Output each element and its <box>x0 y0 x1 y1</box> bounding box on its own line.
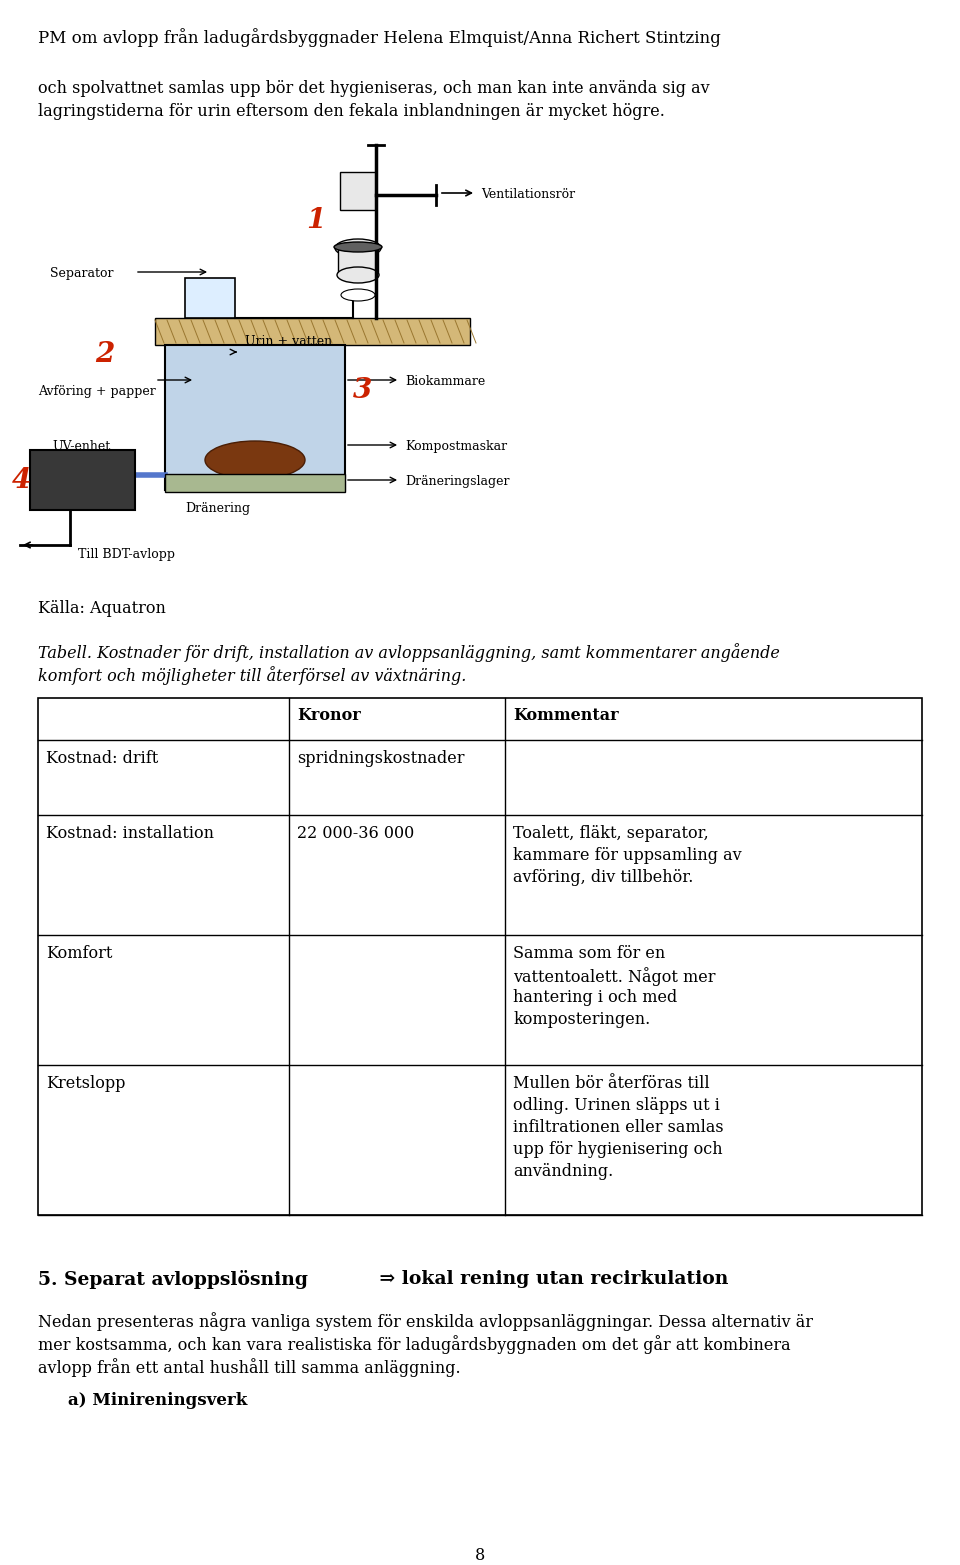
Text: lagringstiderna för urin eftersom den fekala inblandningen är mycket högre.: lagringstiderna för urin eftersom den fe… <box>38 103 665 121</box>
Text: 1: 1 <box>306 207 325 233</box>
Ellipse shape <box>205 441 305 479</box>
Text: komposteringen.: komposteringen. <box>513 1011 650 1028</box>
Text: Nedan presenteras några vanliga system för enskilda avloppsanläggningar. Dessa a: Nedan presenteras några vanliga system f… <box>38 1311 813 1330</box>
Text: användning.: användning. <box>513 1163 613 1180</box>
Text: spridningskostnader: spridningskostnader <box>297 750 465 767</box>
Text: och spolvattnet samlas upp bör det hygieniseras, och man kan inte använda sig av: och spolvattnet samlas upp bör det hygie… <box>38 80 709 97</box>
Text: kammare för uppsamling av: kammare för uppsamling av <box>513 847 742 864</box>
Bar <box>155 318 470 344</box>
Text: Kompostmaskar: Kompostmaskar <box>405 440 507 452</box>
Text: Ventilationsrör: Ventilationsrör <box>481 188 575 200</box>
Text: Biokammare: Biokammare <box>405 376 485 388</box>
Text: Toalett, fläkt, separator,: Toalett, fläkt, separator, <box>513 825 708 842</box>
Text: Tabell. Kostnader för drift, installation av avloppsanläggning, samt kommentarer: Tabell. Kostnader för drift, installatio… <box>38 643 780 662</box>
Text: 8: 8 <box>475 1546 485 1563</box>
Text: UV-enhet: UV-enhet <box>53 440 111 452</box>
Bar <box>165 474 345 491</box>
Bar <box>185 279 235 318</box>
Text: Kretslopp: Kretslopp <box>46 1075 126 1092</box>
Bar <box>38 698 922 1214</box>
Text: PM om avlopp från ladugårdsbyggnader Helena Elmquist/Anna Richert Stintzing: PM om avlopp från ladugårdsbyggnader Hel… <box>38 28 721 47</box>
Text: upp för hygienisering och: upp för hygienisering och <box>513 1141 723 1158</box>
Text: avföring, div tillbehör.: avföring, div tillbehör. <box>513 869 693 886</box>
Text: Komfort: Komfort <box>46 945 112 962</box>
Ellipse shape <box>334 243 382 252</box>
Text: Kostnad: drift: Kostnad: drift <box>46 750 158 767</box>
Text: Separator: Separator <box>50 268 113 280</box>
Bar <box>30 451 135 510</box>
Text: komfort och möjligheter till återförsel av växtnäring.: komfort och möjligheter till återförsel … <box>38 667 467 685</box>
Bar <box>338 247 378 275</box>
Text: Dräneringslager: Dräneringslager <box>405 476 510 488</box>
Text: Kommentar: Kommentar <box>513 707 618 725</box>
Text: hantering i och med: hantering i och med <box>513 989 677 1006</box>
Text: Kostnad: installation: Kostnad: installation <box>46 825 214 842</box>
Text: Dränering: Dränering <box>185 502 251 515</box>
Ellipse shape <box>337 268 379 283</box>
Bar <box>165 344 345 490</box>
Ellipse shape <box>341 290 375 300</box>
Text: a) Minireningsverk: a) Minireningsverk <box>68 1391 248 1408</box>
Text: infiltrationen eller samlas: infiltrationen eller samlas <box>513 1119 724 1136</box>
Text: 4: 4 <box>12 466 32 493</box>
Text: avlopp från ett antal hushåll till samma anläggning.: avlopp från ett antal hushåll till samma… <box>38 1358 461 1377</box>
Text: 5. Separat avloppslösning: 5. Separat avloppslösning <box>38 1271 308 1290</box>
Text: 3: 3 <box>353 377 372 404</box>
Text: Kronor: Kronor <box>297 707 361 725</box>
Text: odling. Urinen släpps ut i: odling. Urinen släpps ut i <box>513 1097 720 1114</box>
Text: 2: 2 <box>95 341 114 368</box>
Text: Källa: Aquatron: Källa: Aquatron <box>38 599 166 617</box>
Text: Till BDT-avlopp: Till BDT-avlopp <box>78 548 175 560</box>
Ellipse shape <box>335 239 381 257</box>
Text: Avföring + papper: Avföring + papper <box>38 385 156 398</box>
Text: Urin + vatten: Urin + vatten <box>245 335 332 347</box>
Text: Samma som för en: Samma som för en <box>513 945 665 962</box>
Text: vattentoalett. Något mer: vattentoalett. Något mer <box>513 967 715 986</box>
Text: mer kostsamma, och kan vara realistiska för ladugårdsbyggnaden om det går att ko: mer kostsamma, och kan vara realistiska … <box>38 1335 791 1354</box>
Text: Mullen bör återföras till: Mullen bör återföras till <box>513 1075 709 1092</box>
Text: ⇒ lokal rening utan recirkulation: ⇒ lokal rening utan recirkulation <box>373 1271 729 1288</box>
Bar <box>340 172 376 210</box>
Text: 22 000-36 000: 22 000-36 000 <box>297 825 415 842</box>
